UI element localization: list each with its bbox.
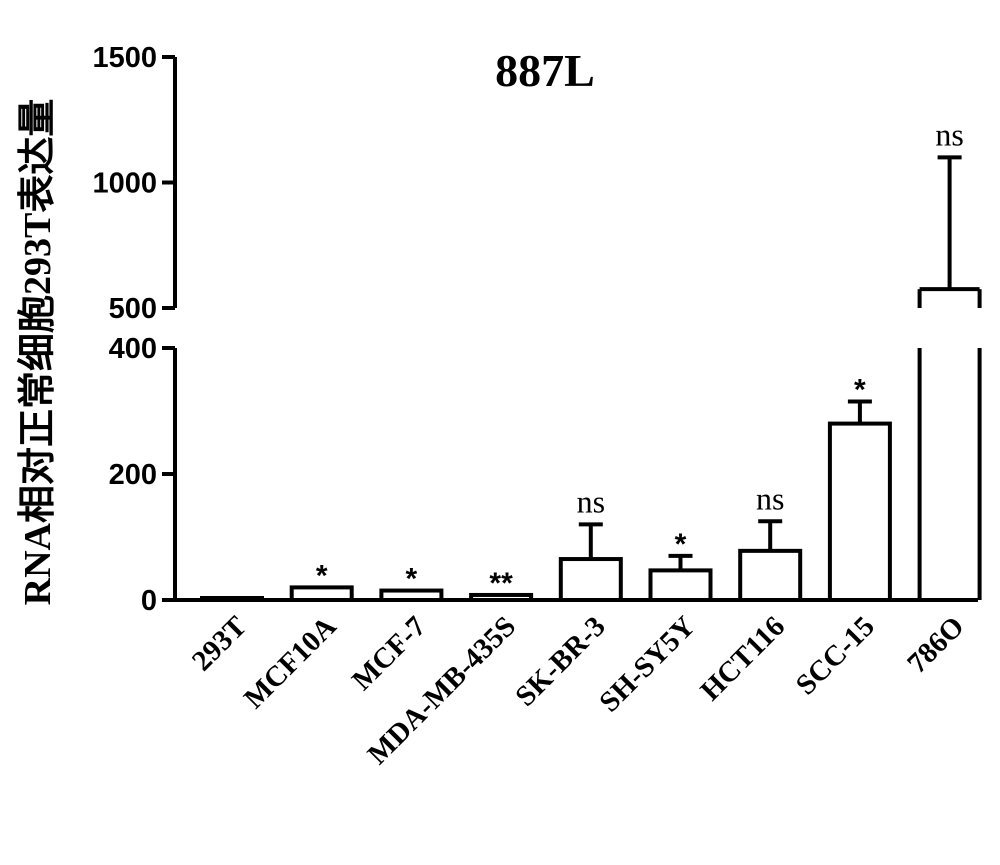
y-tick-label: 0: [141, 585, 157, 617]
bar: [469, 592, 534, 603]
x-tick-label: MCF-7: [346, 610, 432, 696]
x-tick-label: SCC-15: [790, 610, 881, 701]
y-tick-label: 200: [109, 459, 157, 491]
x-tick-label: 786O: [901, 610, 970, 679]
x-tick-label: MCF10A: [238, 610, 343, 715]
y-tick-label: 500: [109, 293, 157, 325]
significance-label: *: [316, 559, 328, 592]
bar: [379, 588, 444, 602]
significance-label: ns: [756, 480, 784, 516]
x-tick-label: 293T: [186, 610, 253, 677]
bar: [200, 596, 264, 602]
bar: [648, 568, 713, 603]
bar: [289, 585, 354, 603]
bar: [827, 421, 892, 602]
significance-label: *: [675, 528, 687, 561]
bar: [558, 557, 623, 602]
y-tick-label: 1500: [92, 42, 157, 74]
significance-label: **: [489, 567, 513, 600]
significance-label: *: [854, 374, 866, 407]
significance-label: *: [406, 563, 418, 596]
x-tick-label: SH-SY5Y: [593, 610, 701, 718]
significance-label: ns: [577, 483, 605, 519]
significance-label: ns: [935, 116, 963, 152]
y-axis-label: RNA相对正常细胞293T表达量: [17, 99, 59, 606]
bar: [738, 548, 803, 602]
bars: [200, 155, 982, 603]
y-tick-label: 400: [109, 333, 157, 365]
chart-title: 887L: [495, 45, 595, 96]
y-tick-label: 1000: [92, 168, 157, 200]
x-tick-label: HCT116: [694, 610, 791, 707]
